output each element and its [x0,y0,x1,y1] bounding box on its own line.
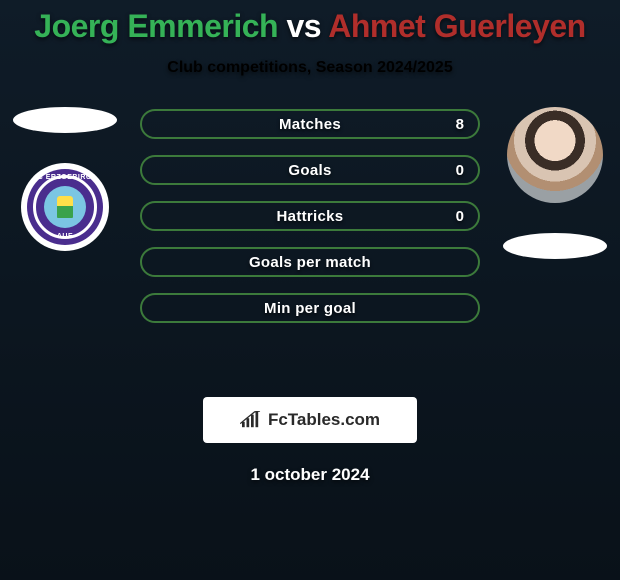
aue-badge: FC ERZGEBIRGE AUE [27,169,103,245]
content: Joerg Emmerich vs Ahmet Guerleyen Club c… [0,8,620,485]
stat-pill-list: Matches 8 Goals 0 Hattricks 0 Goals per … [140,109,480,323]
player1-oval [13,107,117,133]
player2-name: Ahmet Guerleyen [328,8,585,44]
comparison-arena: FC ERZGEBIRGE AUE Matches 8 [0,115,620,375]
stat-label: Min per goal [264,300,356,317]
player1-name: Joerg Emmerich [34,8,278,44]
player1-club-badge: FC ERZGEBIRGE AUE [21,163,109,251]
stat-pill: Min per goal [140,293,480,323]
subtitle: Club competitions, Season 2024/2025 [0,59,620,77]
stat-value-right: 8 [456,116,464,133]
comparison-title: Joerg Emmerich vs Ahmet Guerleyen [0,8,620,45]
aue-text-top: FC ERZGEBIRGE [33,174,97,181]
vs-label: vs [286,8,321,44]
watermark-text: FcTables.com [268,410,380,430]
comparison-card: Joerg Emmerich vs Ahmet Guerleyen Club c… [0,0,620,580]
date-label: 1 october 2024 [0,465,620,485]
aue-tower-icon [57,196,73,218]
left-column: FC ERZGEBIRGE AUE [10,107,120,251]
stat-label: Hattricks [277,208,344,225]
stat-pill: Hattricks 0 [140,201,480,231]
stat-label: Goals [288,162,331,179]
stat-pill: Goals per match [140,247,480,277]
stat-value-right: 0 [456,162,464,179]
right-column [500,107,610,259]
player2-avatar [507,107,603,203]
fctables-watermark: FcTables.com [203,397,417,443]
stat-label: Matches [279,116,341,133]
player2-oval [503,233,607,259]
aue-inner [44,186,86,228]
stat-pill: Goals 0 [140,155,480,185]
stat-label: Goals per match [249,254,371,271]
aue-text-bottom: AUE [57,233,73,240]
bar-chart-icon [240,411,262,429]
stat-value-right: 0 [456,208,464,225]
stat-pill: Matches 8 [140,109,480,139]
